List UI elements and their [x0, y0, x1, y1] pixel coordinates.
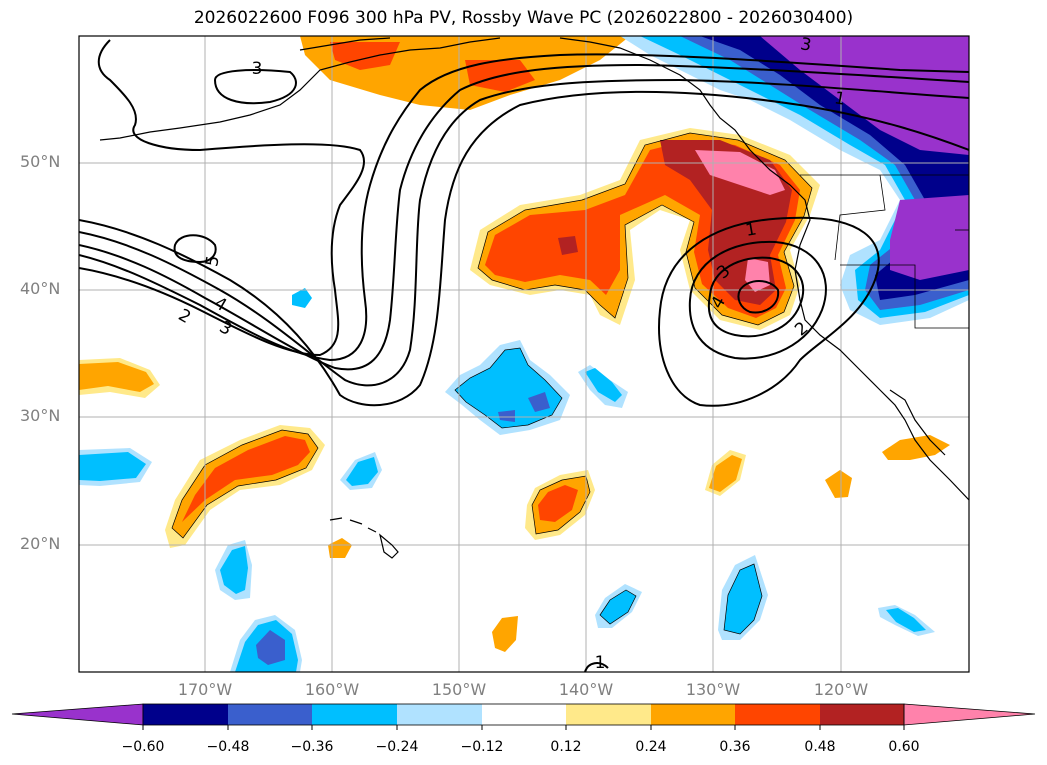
- neg-anomaly-south-3b: [886, 608, 926, 632]
- lon-label: 130°W: [685, 680, 741, 699]
- colorbar-tick-label: 0.24: [635, 739, 667, 755]
- coastlines: [99, 37, 969, 559]
- neg-anomaly-small-1b: [585, 368, 622, 402]
- pos-anomaly-west-edge-2: [79, 362, 154, 392]
- colorbar: [11, 703, 1036, 730]
- contour-line-1-south: [584, 662, 609, 672]
- neg-anomaly-west-2b: [346, 457, 378, 486]
- neg-anomaly-small-2: [292, 288, 312, 308]
- colorbar-tick-label: −0.36: [290, 739, 334, 755]
- contour-low-ring-2: [688, 240, 827, 360]
- neg-anomaly-canada-5: [760, 36, 969, 155]
- neg-anomaly-west-4c: [256, 630, 285, 665]
- neg-anomaly-mid-ocean-3: [528, 392, 550, 412]
- contour-label: 3: [252, 59, 263, 79]
- contour-label: 5: [202, 254, 224, 268]
- lat-label: 40°N: [20, 279, 61, 298]
- lat-label: 50°N: [20, 152, 61, 171]
- colorbar-swatch: [312, 704, 397, 725]
- lon-label: 160°W: [304, 680, 360, 699]
- colorbar-swatch: [143, 704, 228, 725]
- colorbar-tick-label: 0.12: [550, 739, 582, 755]
- contour-line-3: [79, 63, 969, 371]
- map-title: 2026022600 F096 300 hPa PV, Rossby Wave …: [193, 8, 854, 28]
- contour-line-4: [79, 53, 969, 362]
- contour-line-1: [79, 90, 969, 407]
- pos-anomaly-small-5: [882, 435, 950, 460]
- colorbar-max-extend: [903, 703, 1036, 726]
- neg-anomaly-south-1b: [600, 590, 636, 624]
- contour-line-2: [79, 78, 969, 387]
- lat-label: 30°N: [20, 406, 61, 425]
- lon-label: 150°W: [431, 680, 487, 699]
- pos-anomaly-central-6: [745, 258, 770, 292]
- colorbar-swatch: [735, 704, 820, 725]
- colorbar-swatch: [397, 704, 482, 725]
- colorbar-tick-label: −0.24: [375, 739, 419, 755]
- colorbar-tick-label: −0.12: [460, 739, 504, 755]
- colorbar-tick-label: −0.60: [121, 739, 165, 755]
- gridlines: [79, 36, 969, 672]
- contour-label: 3: [799, 34, 813, 56]
- colorbar-swatch: [482, 704, 566, 725]
- colorbar-swatch: [651, 704, 735, 725]
- pos-anomaly-central-7: [558, 236, 578, 255]
- neg-anomaly-canada-6: [890, 195, 969, 280]
- contour-ring-3-west: [213, 69, 297, 105]
- neg-anomaly-mid-ocean-4: [498, 410, 515, 422]
- pos-anomaly-small-6: [492, 616, 518, 652]
- pos-anomaly-small-3b: [709, 455, 742, 492]
- colorbar-tick-label: 0.48: [804, 739, 836, 755]
- contour-label: 1: [595, 653, 606, 673]
- colorbar-tick-label: −0.48: [206, 739, 250, 755]
- contour-loop-5: [173, 234, 217, 264]
- contour-low-inner: [737, 280, 780, 314]
- colorbar-swatch: [566, 704, 651, 725]
- contour-label: 1: [833, 88, 847, 110]
- rossby-wave-contours: [79, 39, 969, 672]
- contour-label: 1: [744, 219, 758, 241]
- lon-label: 120°W: [813, 680, 869, 699]
- neg-anomaly-west-3b: [220, 546, 248, 594]
- colorbar-min-extend: [11, 703, 144, 726]
- pos-anomaly-central-5: [695, 150, 785, 195]
- lat-label: 20°N: [20, 534, 61, 553]
- colorbar-tick-label: 0.36: [719, 739, 751, 755]
- contour-low-ring-3: [707, 256, 805, 338]
- colorbar-tick-label: 0.60: [888, 739, 920, 755]
- pos-anomaly-west-1c: [182, 436, 310, 522]
- contour-low-ring-1: [658, 216, 880, 407]
- neg-anomaly-south-2b: [724, 564, 762, 634]
- pos-anomaly-small-2c: [538, 485, 578, 522]
- neg-anomaly-west-1b: [79, 452, 146, 481]
- lon-label: 170°W: [177, 680, 233, 699]
- contour-outer-trough: [79, 39, 366, 357]
- lon-label: 140°W: [558, 680, 614, 699]
- colorbar-swatch: [820, 704, 904, 725]
- colorbar-swatch: [228, 704, 312, 725]
- pos-anomaly-small-4: [825, 470, 852, 498]
- pos-anomaly-small-1: [328, 538, 352, 558]
- plot-frame: [78, 35, 970, 673]
